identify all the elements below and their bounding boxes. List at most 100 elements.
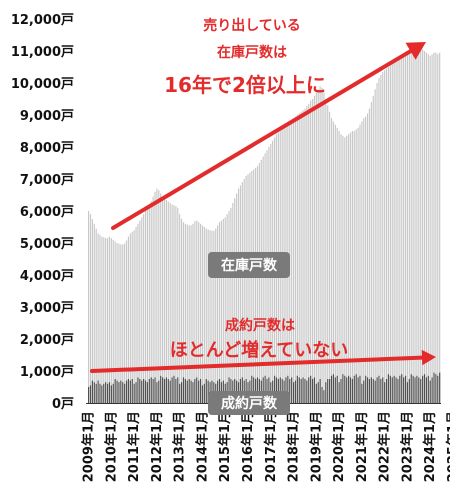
contract-bar <box>361 383 363 403</box>
inventory-bar <box>91 219 93 403</box>
contract-bar <box>370 377 372 403</box>
contract-bar <box>122 382 124 403</box>
inventory-bar <box>313 95 316 404</box>
inventory-bar <box>141 217 143 403</box>
trend-arrows <box>90 42 436 373</box>
contract-bar <box>154 377 156 403</box>
inventory-bar <box>380 75 382 403</box>
inventory-bar <box>437 54 439 403</box>
inventory-bar <box>393 62 395 403</box>
contract-bar <box>355 374 357 403</box>
contract-bar <box>321 387 323 403</box>
inventory-bar <box>255 167 257 403</box>
inventory-bar <box>310 100 312 403</box>
y-tick-label: 2,000戸 <box>20 333 74 348</box>
contract-bar <box>404 375 407 403</box>
inventory-bar <box>192 223 194 403</box>
inventory-bar <box>423 51 426 403</box>
contract-bar <box>435 374 437 403</box>
contract-bar <box>329 379 331 403</box>
contract-bar <box>384 382 386 403</box>
contract-bar <box>143 379 145 403</box>
y-tick-label: 8,000戸 <box>20 141 74 156</box>
inventory-bar <box>292 118 295 403</box>
inventory-bar <box>311 99 314 403</box>
contract-bar <box>228 377 230 403</box>
inventory-bar <box>224 217 226 403</box>
inventory-bar <box>429 55 431 404</box>
inventory-bar <box>173 205 175 403</box>
contract-bar <box>199 379 202 403</box>
inventory-bar <box>97 233 99 403</box>
contract-bar <box>180 382 183 403</box>
inventory-bar <box>351 131 353 403</box>
contract-bar <box>353 375 355 403</box>
inventory-bar <box>439 52 441 403</box>
inventory-bar <box>112 239 114 403</box>
inventory-bar <box>249 172 251 403</box>
contract-bar <box>141 380 143 403</box>
contract-bar <box>292 382 295 403</box>
inventory-bar <box>376 83 378 403</box>
inventory-bar <box>361 121 363 404</box>
inventory-bar <box>158 190 160 403</box>
inventory-bar <box>245 175 247 403</box>
inventory-bar <box>169 203 171 403</box>
contract-bar <box>118 382 120 403</box>
inventory-note-line1: 売り出している <box>203 17 301 34</box>
contract-bar <box>129 380 131 403</box>
contract-bar <box>294 380 297 403</box>
contract-bar <box>120 380 122 403</box>
contract-bar <box>336 375 338 403</box>
inventory-bar <box>329 111 331 404</box>
contract-bar <box>97 380 99 403</box>
x-tick-label: 2023年1月 <box>399 411 415 482</box>
contract-bar <box>188 379 190 403</box>
inventory-bar <box>220 220 223 403</box>
contract-bar <box>422 375 424 403</box>
contract-bar <box>124 383 126 403</box>
inventory-bar <box>422 49 424 404</box>
contract-bar <box>264 375 266 403</box>
y-tick-label: 12,000戸 <box>11 13 74 28</box>
inventory-bar <box>186 224 188 403</box>
inventory-bar <box>433 52 435 403</box>
x-tick-label: 2010年1月 <box>103 411 119 482</box>
contract-bar <box>425 377 427 403</box>
contract-bar <box>289 379 291 403</box>
inventory-bar <box>99 235 101 403</box>
contract-bar <box>368 379 371 403</box>
inventory-bar <box>385 68 388 403</box>
contract-bar <box>108 382 111 403</box>
contract-bar <box>317 382 319 403</box>
contract-trend-arrow-head <box>421 349 436 366</box>
inventory-bar <box>403 54 405 403</box>
contract-bar <box>311 379 314 403</box>
inventory-bar <box>196 220 198 403</box>
inventory-bar <box>389 65 391 404</box>
contract-bar <box>287 375 289 403</box>
contract-bar <box>148 379 150 403</box>
inventory-bar <box>416 44 418 403</box>
contract-bar <box>144 380 147 403</box>
inventory-bar <box>129 233 131 403</box>
inventory-bar <box>253 169 255 403</box>
inventory-trend-arrow-head <box>405 42 426 60</box>
contract-bar <box>382 377 384 403</box>
contract-bar <box>389 375 391 403</box>
inventory-bar <box>114 241 116 403</box>
contract-bar <box>385 379 388 403</box>
contract-bar <box>387 374 390 403</box>
x-tick-label: 2012年1月 <box>149 411 165 482</box>
contract-bar <box>437 375 439 403</box>
contract-bar <box>256 377 259 403</box>
inventory-bar <box>106 238 109 403</box>
contract-bar <box>146 382 149 403</box>
contract-bar <box>182 377 185 403</box>
inventory-bar <box>355 129 357 403</box>
inventory-bar <box>365 116 367 403</box>
inventory-note-line2: 在庫戸数は <box>217 44 287 61</box>
contract-label: 成約戸数 <box>221 395 278 412</box>
x-tick-label: 2025年1月 <box>445 411 450 482</box>
contract-bar <box>177 377 179 403</box>
